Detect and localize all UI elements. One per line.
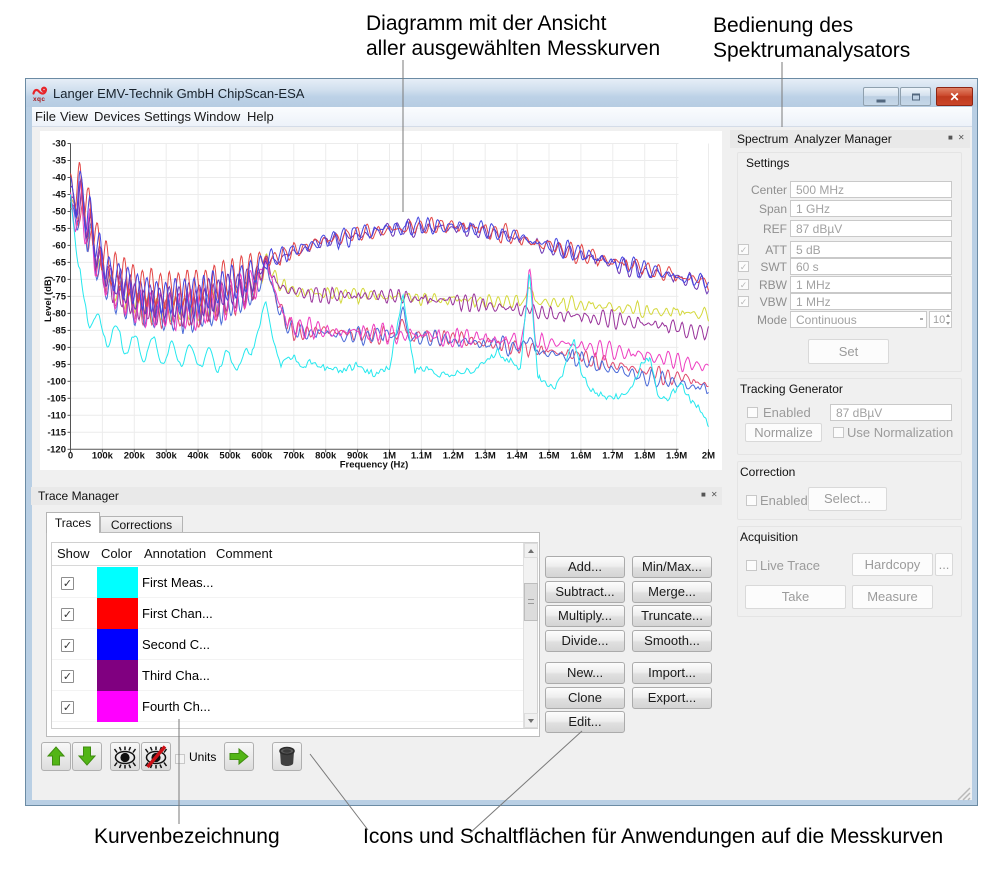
svg-text:-60: -60	[52, 241, 66, 252]
svg-text:Level (dB): Level (dB)	[43, 276, 54, 322]
svg-text:900k: 900k	[347, 451, 369, 462]
svg-text:300k: 300k	[156, 451, 178, 462]
svg-text:1M: 1M	[383, 451, 396, 462]
svg-text:-45: -45	[52, 190, 66, 201]
svg-text:100k: 100k	[92, 451, 114, 462]
svg-text:2M: 2M	[702, 451, 715, 462]
svg-text:-100: -100	[47, 377, 66, 388]
svg-text:-120: -120	[47, 445, 66, 456]
svg-text:xqc: xqc	[33, 96, 45, 103]
svg-text:-30: -30	[52, 139, 66, 150]
svg-text:700k: 700k	[283, 451, 305, 462]
svg-text:-35: -35	[52, 156, 66, 167]
svg-text:1.4M: 1.4M	[507, 451, 528, 462]
svg-text:-115: -115	[48, 428, 67, 439]
svg-text:-90: -90	[52, 343, 66, 354]
svg-text:1.2M: 1.2M	[443, 451, 464, 462]
svg-text:-55: -55	[52, 224, 66, 235]
svg-text:1.1M: 1.1M	[411, 451, 432, 462]
svg-text:-40: -40	[52, 173, 66, 184]
svg-text:1.6M: 1.6M	[570, 451, 591, 462]
svg-text:400k: 400k	[188, 451, 210, 462]
svg-text:-50: -50	[52, 207, 66, 218]
svg-text:600k: 600k	[251, 451, 273, 462]
svg-text:1.3M: 1.3M	[475, 451, 496, 462]
svg-text:-110: -110	[48, 411, 67, 422]
svg-text:800k: 800k	[315, 451, 337, 462]
svg-text:1.7M: 1.7M	[602, 451, 623, 462]
svg-text:1.5M: 1.5M	[538, 451, 559, 462]
svg-text:-75: -75	[52, 292, 66, 303]
svg-text:Frequency (Hz): Frequency (Hz)	[340, 460, 409, 471]
svg-text:-85: -85	[52, 326, 66, 337]
svg-text:1.9M: 1.9M	[666, 451, 687, 462]
svg-text:-70: -70	[52, 275, 66, 286]
svg-text:500k: 500k	[219, 451, 241, 462]
svg-text:-80: -80	[52, 309, 66, 320]
svg-text:-105: -105	[47, 394, 67, 405]
svg-text:0: 0	[68, 451, 73, 462]
svg-text:-65: -65	[52, 258, 66, 269]
svg-text:1.8M: 1.8M	[634, 451, 655, 462]
svg-text:200k: 200k	[124, 451, 146, 462]
svg-text:-95: -95	[52, 360, 66, 371]
